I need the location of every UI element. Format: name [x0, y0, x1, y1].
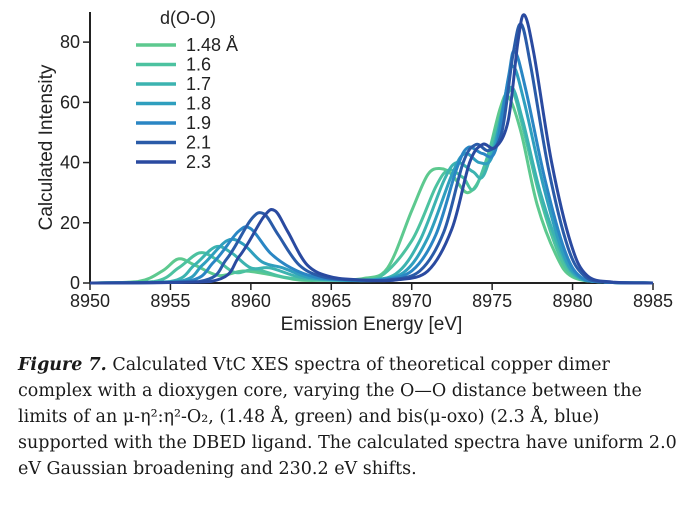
- legend-label-5: 2.1: [186, 133, 211, 153]
- x-tick-label: 8965: [311, 291, 351, 311]
- x-tick-label: 8980: [553, 291, 593, 311]
- legend-label-2: 1.7: [186, 74, 211, 94]
- caption-text: Calculated VtC XES spectra of theoretica…: [18, 355, 677, 479]
- axes: 8950 8955 8960 8965 8970 8975 8980 8985 0 20 40 60 8…: [36, 12, 673, 335]
- caption-label: Figure 7.: [18, 355, 107, 375]
- y-tick-label: 40: [60, 153, 80, 173]
- legend-label-1: 1.6: [186, 55, 211, 75]
- y-tick-label: 80: [60, 32, 80, 52]
- x-axis-title: Emission Energy [eV]: [281, 314, 463, 335]
- x-tick-label: 8960: [231, 291, 271, 311]
- y-tick-label: 60: [60, 92, 80, 112]
- legend-label-0: 1.48 Å: [186, 35, 238, 55]
- legend-label-4: 1.9: [186, 113, 211, 133]
- series-line-0: [89, 93, 654, 285]
- legend-title: d(O-O): [160, 8, 216, 28]
- x-tick-label: 8950: [70, 291, 110, 311]
- legend-label-6: 2.3: [186, 152, 211, 172]
- legend: d(O-O) 1.48 Å1.61.71.81.92.12.3: [136, 8, 238, 172]
- y-axis-title: Calculated Intensity: [36, 64, 57, 230]
- y-tick-label: 20: [60, 213, 80, 233]
- series-line-6: [89, 13, 654, 285]
- legend-label-3: 1.8: [186, 94, 211, 114]
- figure-caption: Figure 7. Calculated VtC XES spectra of …: [18, 352, 688, 482]
- series-line-1: [89, 88, 654, 285]
- series-lines: [89, 13, 654, 285]
- x-tick-label: 8985: [633, 291, 673, 311]
- y-tick-label: 0: [70, 273, 80, 293]
- x-tick-label: 8970: [392, 291, 432, 311]
- x-tick-label: 8975: [472, 291, 512, 311]
- xes-spectra-chart: 8950 8955 8960 8965 8970 8975 8980 8985 0 20 40 60 8…: [36, 8, 673, 335]
- series-line-5: [89, 22, 654, 285]
- x-tick-label: 8955: [150, 291, 190, 311]
- series-line-2: [89, 85, 654, 285]
- series-line-4: [89, 49, 654, 285]
